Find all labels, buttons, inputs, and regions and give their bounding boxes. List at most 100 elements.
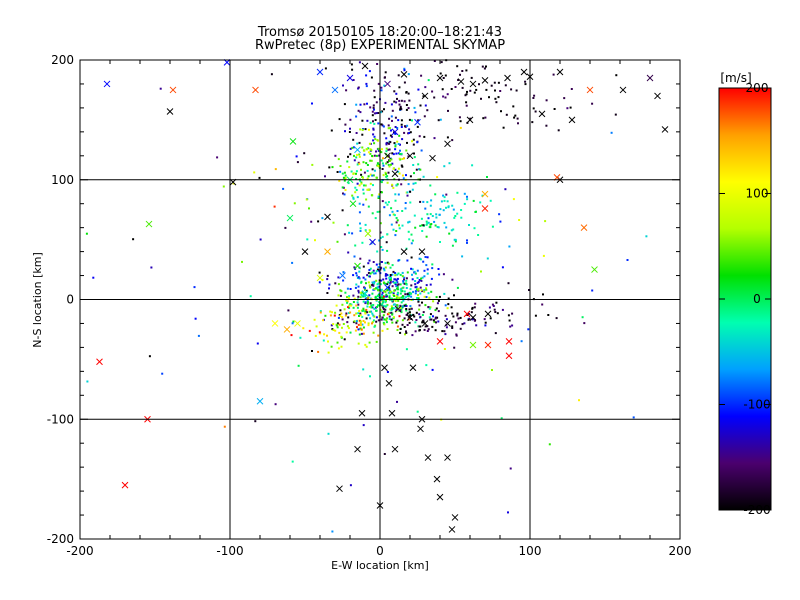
cross-stroke (414, 118, 421, 126)
data-point (354, 244, 357, 247)
data-point (439, 241, 441, 243)
data-point (524, 80, 527, 83)
cross-marker (286, 214, 294, 222)
data-point (400, 119, 403, 122)
data-point (416, 289, 419, 291)
data-point (376, 250, 379, 253)
data-point (371, 110, 374, 113)
cross-marker (436, 74, 444, 82)
data-point (409, 288, 412, 291)
data-point (360, 168, 362, 171)
data-point (411, 119, 413, 122)
data-point (389, 278, 392, 281)
data-point (292, 320, 295, 323)
data-point (434, 329, 437, 332)
data-point (406, 194, 409, 197)
cross-stroke (444, 140, 451, 148)
data-point (340, 345, 343, 348)
data-point (371, 312, 374, 315)
cross-marker (481, 205, 489, 212)
data-point (463, 202, 466, 205)
data-point (366, 188, 369, 191)
data-point (390, 311, 393, 314)
data-point (308, 329, 311, 332)
data-point (342, 186, 345, 189)
data-point (352, 197, 355, 200)
data-point (377, 195, 380, 198)
data-point (394, 116, 397, 119)
data-point (351, 68, 354, 71)
data-point (444, 304, 447, 307)
data-point (375, 316, 378, 319)
data-point (397, 296, 400, 299)
cross-stroke (406, 314, 414, 321)
data-point (373, 307, 376, 310)
cross-stroke (484, 310, 492, 318)
data-point (420, 279, 423, 282)
data-point (366, 299, 369, 302)
data-point (402, 297, 405, 299)
data-point (331, 328, 334, 331)
data-point (383, 132, 386, 135)
data-point (375, 154, 378, 157)
cross-stroke (457, 78, 465, 85)
data-point (359, 320, 362, 323)
data-point (442, 273, 445, 276)
data-point (390, 223, 393, 226)
data-point (368, 70, 371, 73)
data-point (402, 281, 405, 284)
data-point (369, 152, 372, 155)
data-point (404, 207, 407, 210)
data-point (349, 288, 352, 290)
data-point (346, 321, 349, 324)
data-point (381, 294, 384, 297)
data-point (382, 321, 385, 324)
cross-stroke (331, 86, 339, 94)
cross-marker (354, 262, 361, 270)
cross-stroke (580, 224, 588, 232)
data-point (357, 276, 360, 279)
data-point (356, 182, 359, 185)
data-point (367, 175, 370, 178)
data-point (362, 192, 365, 195)
data-point (347, 306, 350, 309)
data-point (328, 166, 331, 169)
data-point (360, 181, 363, 184)
cross-marker (661, 126, 669, 133)
cross-stroke (391, 445, 399, 453)
data-point (454, 238, 457, 241)
data-point (416, 281, 419, 284)
data-point (566, 107, 569, 110)
data-point (484, 324, 487, 327)
y-tick-label: -200 (47, 532, 74, 546)
data-point (357, 291, 360, 294)
data-point (467, 312, 470, 315)
data-point (398, 157, 401, 160)
data-point (387, 286, 390, 289)
data-point (394, 193, 397, 196)
data-point (371, 292, 374, 295)
data-point (407, 132, 410, 135)
cross-marker (463, 310, 471, 318)
data-point (385, 142, 388, 145)
data-point (465, 69, 468, 72)
data-point (347, 296, 350, 299)
data-point (388, 276, 391, 279)
data-point (384, 308, 387, 311)
data-point (419, 200, 422, 203)
data-point (382, 267, 385, 270)
data-point (353, 266, 356, 269)
data-point (396, 329, 399, 331)
data-point (392, 167, 395, 170)
data-point (369, 375, 371, 378)
data-point (354, 286, 357, 289)
data-point (372, 133, 375, 136)
data-point (626, 259, 629, 261)
x-tick-label: 200 (669, 544, 692, 558)
data-point (395, 152, 398, 155)
data-point (400, 126, 403, 128)
data-point (344, 123, 347, 126)
data-point (377, 334, 380, 337)
data-point (366, 274, 369, 277)
data-point (368, 269, 371, 271)
